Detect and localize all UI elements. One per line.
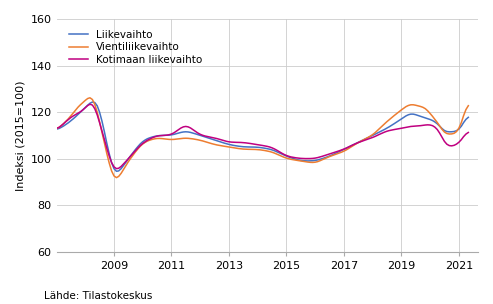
Line: Kotimaan liikevaihto: Kotimaan liikevaihto <box>57 104 468 169</box>
Text: Lähde: Tilastokeskus: Lähde: Tilastokeskus <box>44 291 153 301</box>
Legend: Liikevaihto, Vientiliikevaihto, Kotimaan liikevaihto: Liikevaihto, Vientiliikevaihto, Kotimaan… <box>66 26 206 68</box>
Line: Liikevaihto: Liikevaihto <box>57 102 468 171</box>
Y-axis label: Indeksi (2015=100): Indeksi (2015=100) <box>15 80 25 191</box>
Line: Vientiliikevaihto: Vientiliikevaihto <box>57 98 468 178</box>
